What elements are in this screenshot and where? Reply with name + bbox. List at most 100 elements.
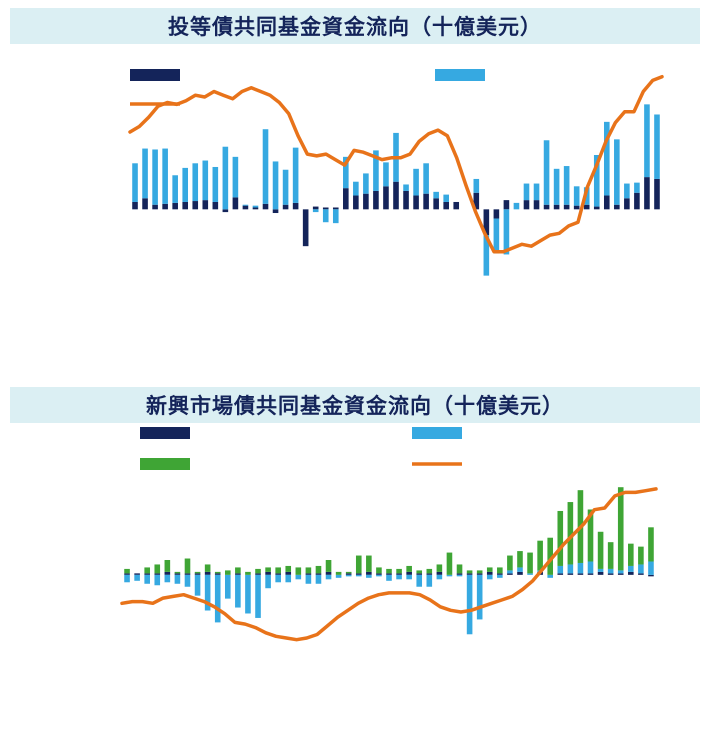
bar-light-blue [523,183,530,201]
bar-light-blue [132,163,138,202]
bar-light-blue [553,168,560,205]
bar-green [164,560,171,572]
bar-navy [533,200,540,210]
bar-green [638,546,644,565]
bar-navy [587,573,594,575]
bar-navy [242,205,249,210]
legend-bar-swatch [412,427,462,439]
bar-navy [573,205,580,210]
bar-light-blue [242,204,249,206]
bar-navy [523,200,530,210]
bar-green [416,570,423,574]
bar-light-blue [224,574,231,599]
bar-light-blue [473,178,480,193]
bar-navy [476,573,483,575]
bar-green [335,571,342,575]
bar-navy [172,202,178,210]
bar-navy [132,201,138,210]
bar-navy [302,209,309,247]
bar-navy [343,188,349,210]
bar-navy [154,573,161,575]
bar-light-blue [282,169,289,205]
bar-navy [202,200,209,210]
bar-green [456,564,463,574]
bar-light-blue [144,574,150,584]
bar-light-blue [355,574,362,577]
bar-green [174,571,181,574]
bar-light-blue [373,150,379,191]
bar-navy [152,204,158,210]
bar-light-blue [446,574,453,577]
bar-green [204,564,211,572]
bar-green [194,571,201,574]
bar-navy [403,190,409,210]
bar-green [476,570,483,574]
bar-light-blue [413,168,419,196]
bar-green [537,540,543,571]
bar-green [396,568,402,574]
bar-light-blue [262,129,269,204]
bar-light-blue [493,218,500,254]
bar-light-blue [403,184,409,191]
bar-light-blue [406,574,412,580]
bar-navy [363,193,369,210]
bar-light-blue [497,574,503,578]
bar-green [245,571,251,575]
bar-light-blue [423,163,429,194]
bar-green [547,537,554,575]
bar-light-blue [275,574,281,583]
bar-light-blue [255,574,261,618]
bar-light-blue [162,148,168,204]
bar-navy [503,200,510,210]
legend-bar-swatch [140,427,190,439]
bar-light-blue [426,574,433,587]
bar-light-blue [214,574,221,623]
bar-navy [184,573,191,575]
bar-light-blue [648,561,654,575]
bar-light-blue [383,162,389,187]
bar-light-blue [466,574,473,635]
bar-navy [413,195,419,210]
bar-light-blue [315,574,322,584]
bar-green [295,567,302,575]
bar-light-blue [543,140,550,205]
bar-navy [456,573,463,575]
bar-navy [386,573,392,575]
bar-green [406,565,412,572]
bar-navy [222,209,229,213]
bar-navy [416,573,423,575]
bar-light-blue [386,574,392,581]
bar-navy [583,204,590,210]
bar-green [466,570,473,574]
bar-light-blue [644,104,650,178]
bar-light-blue [345,574,352,577]
bar-light-blue [366,574,372,578]
bar-light-blue [597,568,604,572]
bar-light-blue [172,175,178,203]
bar-navy [265,571,271,575]
bar-green [436,564,443,572]
bar-navy [144,573,150,575]
bar-green [315,565,322,574]
bar-light-blue [433,191,439,199]
bar-light-blue [416,574,423,587]
bar-light-blue [134,574,140,581]
bar-light-blue [624,183,630,199]
bar-navy [272,209,279,214]
bar-light-blue [154,574,161,586]
bar-light-blue [628,565,634,572]
bar-light-blue [654,114,660,179]
bar-light-blue [563,166,570,205]
bar-green [376,567,382,574]
bar-light-blue [507,570,513,574]
bar-navy [214,573,221,575]
bar-navy [567,573,574,575]
bar-light-blue [363,173,369,194]
bar-navy [483,209,490,236]
bar-green [517,551,523,568]
bar-navy [648,574,654,577]
bar-navy [124,573,130,575]
ma-line [128,74,664,254]
bar-green [275,567,281,574]
